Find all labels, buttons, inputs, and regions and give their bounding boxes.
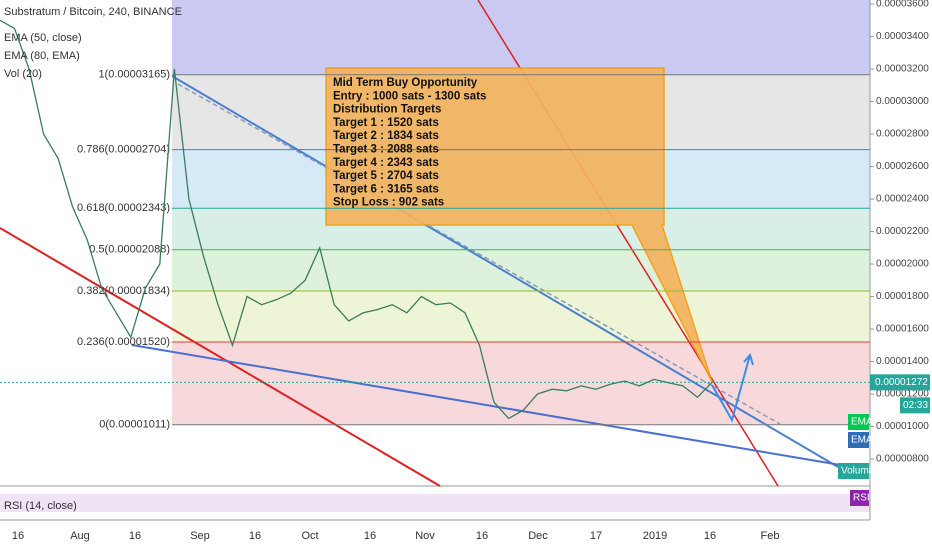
y-tick-label: 0.00001200 — [876, 389, 929, 400]
x-tick-label: 16 — [364, 530, 376, 542]
x-tick-label: 2019 — [643, 530, 667, 542]
y-tick-label: 0.00003000 — [876, 96, 929, 107]
y-tick-label: 0.00002600 — [876, 161, 929, 172]
x-tick-label: Dec — [528, 530, 548, 542]
badge-label: RSI — [853, 493, 870, 504]
annotation-line: Target 4 : 2343 sats — [333, 157, 439, 169]
trend-line — [131, 344, 871, 471]
arrow-head — [743, 352, 754, 366]
x-tick-label: Nov — [415, 530, 435, 542]
y-tick-label: 0.00002000 — [876, 259, 929, 270]
indicator-badge — [848, 414, 869, 430]
rsi-label: RSI (14, close) — [4, 500, 77, 512]
indicator-label: EMA (50, close) — [4, 32, 82, 44]
trend-line — [177, 83, 781, 425]
annotation-line: Target 1 : 1520 sats — [333, 117, 439, 129]
y-tick-label: 0.00001800 — [876, 291, 929, 302]
x-tick-label: 17 — [590, 530, 602, 542]
y-tick-label: 0.00001400 — [876, 356, 929, 367]
fib-zone — [172, 291, 870, 343]
y-tick-label: 0.00001600 — [876, 324, 929, 335]
badge-label: EMA — [851, 435, 873, 446]
x-tick-label: Sep — [190, 530, 210, 542]
y-tick-label: 0.00003400 — [876, 31, 929, 42]
annotation-line: Target 5 : 2704 sats — [333, 170, 439, 182]
indicator-badge — [850, 490, 869, 506]
indicator-label: EMA (80, EMA) — [4, 50, 80, 62]
projection-arrow — [711, 354, 751, 423]
x-tick-label: Aug — [70, 530, 90, 542]
fib-label: 0(0.00001011) — [99, 419, 170, 431]
fib-zone — [172, 342, 870, 425]
fib-label: 0.786(0.00002704) — [77, 144, 170, 156]
indicator-label: Vol (20) — [4, 68, 42, 80]
chart-title: Substratum / Bitcoin, 240, BINANCE — [4, 6, 182, 18]
countdown-badge — [900, 397, 930, 414]
fib-label: 0.5(0.00002088) — [89, 244, 170, 256]
fib-label: 0.236(0.00001520) — [77, 336, 170, 348]
annotation-line: Mid Term Buy Opportunity — [333, 77, 478, 89]
x-tick-label: 16 — [12, 530, 24, 542]
x-tick-label: 16 — [704, 530, 716, 542]
price-line — [0, 19, 713, 420]
rsi-band — [0, 494, 870, 512]
y-tick-label: 0.00000800 — [876, 454, 929, 465]
y-tick-label: 0.00002400 — [876, 194, 929, 205]
y-tick-label: 0.00002200 — [876, 226, 929, 237]
fib-label: 0.618(0.00002343) — [77, 202, 170, 214]
x-tick-label: 16 — [129, 530, 141, 542]
fib-label: 0.382(0.00001834) — [77, 285, 170, 297]
badge-label: EMA — [851, 417, 873, 428]
annotation-line: Stop Loss : 902 sats — [333, 197, 444, 209]
countdown: 02:33 — [903, 400, 928, 411]
last-price-label: 0.00001272 — [875, 377, 928, 388]
y-tick-label: 0.00002800 — [876, 129, 929, 140]
trend-line — [0, 227, 441, 487]
last-price-badge — [870, 374, 930, 391]
indicator-badge — [848, 432, 869, 448]
badge-label: Volume — [841, 466, 875, 477]
x-tick-label: Oct — [301, 530, 318, 542]
trend-line — [171, 75, 839, 468]
annotation-callout — [325, 67, 713, 383]
y-tick-label: 0.00003200 — [876, 64, 929, 75]
x-tick-label: 16 — [476, 530, 488, 542]
x-tick-label: 16 — [249, 530, 261, 542]
annotation-line: Distribution Targets — [333, 104, 441, 116]
x-tick-label: Feb — [761, 530, 780, 542]
annotation-line: Target 6 : 3165 sats — [333, 183, 439, 195]
fib-zone — [172, 0, 870, 75]
annotation-line: Target 3 : 2088 sats — [333, 144, 439, 156]
annotation-line: Entry : 1000 sats - 1300 sats — [333, 90, 486, 102]
indicator-badge — [838, 463, 869, 479]
y-tick-label: 0.00003600 — [876, 0, 929, 10]
fib-label: 1(0.00003165) — [98, 69, 170, 81]
fib-zone — [172, 249, 870, 292]
y-tick-label: 0.00001000 — [876, 421, 929, 432]
annotation-line: Target 2 : 1834 sats — [333, 130, 439, 142]
